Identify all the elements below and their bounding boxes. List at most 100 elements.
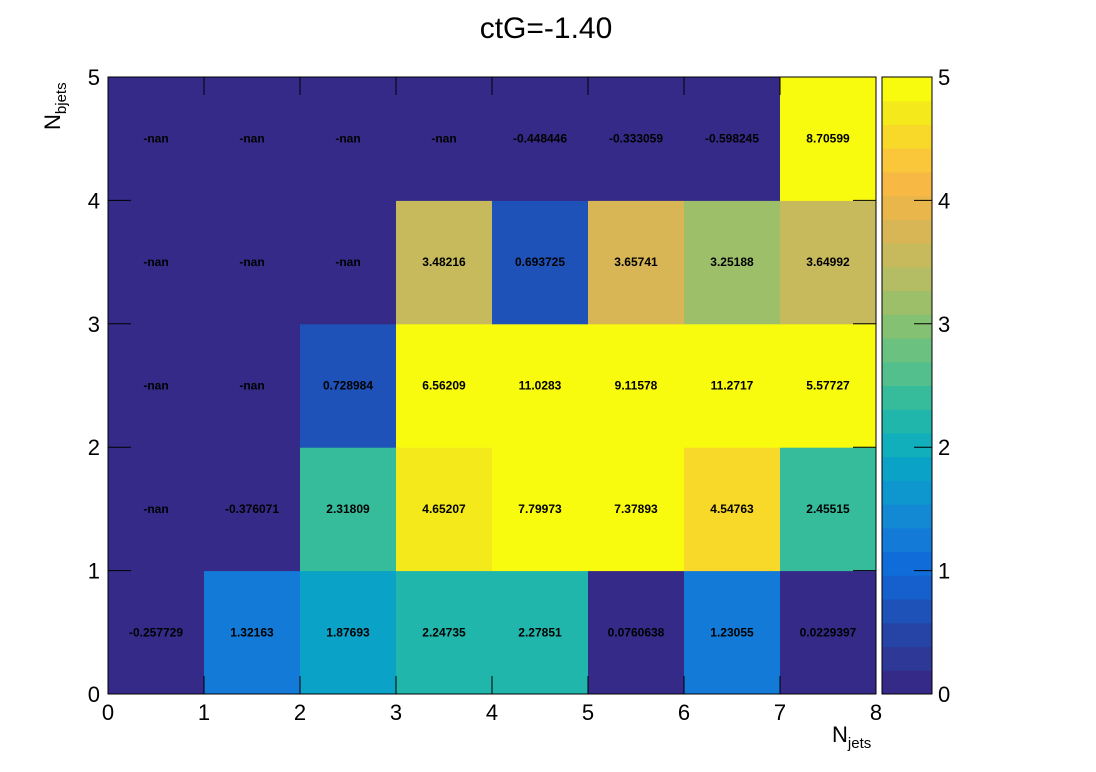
palette-swatch <box>882 646 932 671</box>
x-tick-label: 3 <box>390 700 402 725</box>
cell-value-label: 4.65207 <box>422 502 466 516</box>
cell-value-label: 4.54763 <box>710 502 754 516</box>
cell-value-label: 11.0283 <box>519 379 562 393</box>
cell-value-label: 5.57727 <box>806 379 850 393</box>
z-tick-label: 0 <box>938 682 950 707</box>
palette-swatch <box>882 527 932 553</box>
z-tick-label: 2 <box>938 435 950 460</box>
heatmap-cell <box>396 77 493 201</box>
x-tick-label: 6 <box>678 700 690 725</box>
cell-value-label: 2.31809 <box>326 502 370 516</box>
palette-swatch <box>882 504 932 529</box>
cell-value-label: -nan <box>143 379 168 393</box>
cell-value-label: -0.376071 <box>225 502 279 516</box>
color-palette-axis: 0 1 2 3 4 5 <box>914 65 950 707</box>
chart-title: ctG=-1.40 <box>480 12 613 45</box>
palette-swatch <box>882 219 932 244</box>
x-tick-label: 8 <box>870 700 882 725</box>
cell-value-label: -0.448446 <box>513 132 567 146</box>
cell-value-label: 1.32163 <box>230 625 274 639</box>
palette-swatch <box>882 409 932 434</box>
heatmap-cell-labels: -0.257729 1.32163 1.87693 2.24735 2.27851 0.0… <box>129 132 857 640</box>
palette-swatch <box>882 551 932 576</box>
cell-value-label: -0.598245 <box>705 132 759 146</box>
heatmap-cell <box>780 447 877 572</box>
heatmap-cells <box>108 77 877 695</box>
cell-value-label: 3.25188 <box>710 255 754 269</box>
heatmap-cell <box>108 77 205 201</box>
palette-swatch <box>882 243 932 268</box>
heatmap-cell <box>684 447 781 572</box>
cell-value-label: 8.70599 <box>806 132 850 146</box>
y-tick-label: 3 <box>88 312 100 337</box>
x-tick-label: 1 <box>198 700 210 725</box>
heatmap-cell <box>684 323 781 448</box>
cell-value-label: -nan <box>431 132 456 146</box>
y-tick-label: 4 <box>88 188 100 213</box>
heatmap-cell <box>780 200 877 325</box>
y-axis-title-main: N <box>40 114 65 130</box>
palette-swatch <box>882 195 932 220</box>
palette-swatch <box>882 599 932 624</box>
palette-swatch <box>882 77 932 102</box>
heatmap-cell <box>396 570 493 695</box>
x-tick-label: 0 <box>102 700 114 725</box>
palette-swatch <box>882 124 932 149</box>
cell-value-label: 0.693725 <box>515 255 565 269</box>
heatmap-cell <box>588 447 685 572</box>
cell-value-label: 1.87693 <box>326 625 370 639</box>
x-tick-label: 4 <box>486 700 498 725</box>
heatmap-cell <box>588 200 685 325</box>
palette-swatch <box>882 338 932 363</box>
cell-value-label: 1.23055 <box>710 625 754 639</box>
x-tick-label: 7 <box>774 700 786 725</box>
cell-value-label: -nan <box>143 502 168 516</box>
y-tick-label: 2 <box>88 435 100 460</box>
heatmap-cell <box>396 447 493 572</box>
heatmap-cell <box>108 200 205 325</box>
heatmap-cell <box>204 77 301 201</box>
heatmap-cell <box>204 323 301 448</box>
palette-swatch <box>882 456 932 481</box>
cell-value-label: 2.45515 <box>806 502 850 516</box>
z-tick-label: 3 <box>938 312 950 337</box>
heatmap-cell <box>108 570 205 695</box>
cell-value-label: 6.56209 <box>422 379 466 393</box>
cell-value-label: -nan <box>239 255 264 269</box>
heatmap-cell <box>684 570 781 695</box>
cell-value-label: 11.2717 <box>711 379 754 393</box>
heatmap-cell <box>492 447 589 572</box>
palette-swatch <box>882 148 932 173</box>
y-axis: 0 1 2 3 4 5 <box>88 65 876 707</box>
heatmap-cell <box>204 570 301 695</box>
heatmap-cell <box>588 77 685 201</box>
heatmap-cell <box>300 77 397 201</box>
heatmap-cell <box>108 447 205 572</box>
palette-swatch <box>882 314 932 339</box>
cell-value-label: 3.65741 <box>614 255 658 269</box>
cell-value-label: 3.48216 <box>422 255 466 269</box>
heatmap-cell <box>300 323 397 448</box>
cell-value-label: -nan <box>239 132 264 146</box>
palette-swatch <box>882 670 932 695</box>
palette-swatch <box>882 290 932 315</box>
y-tick-label: 1 <box>88 559 100 584</box>
heatmap-cell <box>300 200 397 325</box>
palette-swatch <box>882 385 932 410</box>
cell-value-label: 9.11578 <box>615 379 658 393</box>
cell-value-label: -nan <box>143 255 168 269</box>
y-tick-label: 5 <box>88 65 100 90</box>
palette-swatch <box>882 361 932 386</box>
cell-value-label: 3.64992 <box>806 255 850 269</box>
z-tick-label: 4 <box>938 188 950 213</box>
cell-value-label: 0.0760638 <box>608 625 665 639</box>
heatmap-cell <box>780 77 877 201</box>
palette-swatch <box>882 266 932 292</box>
palette-swatch <box>882 171 932 197</box>
color-palette <box>881 76 933 695</box>
x-axis-title-main: N <box>832 722 848 747</box>
heatmap-cell <box>204 200 301 325</box>
heatmap-cell <box>684 77 781 201</box>
heatmap-cell <box>492 200 589 325</box>
